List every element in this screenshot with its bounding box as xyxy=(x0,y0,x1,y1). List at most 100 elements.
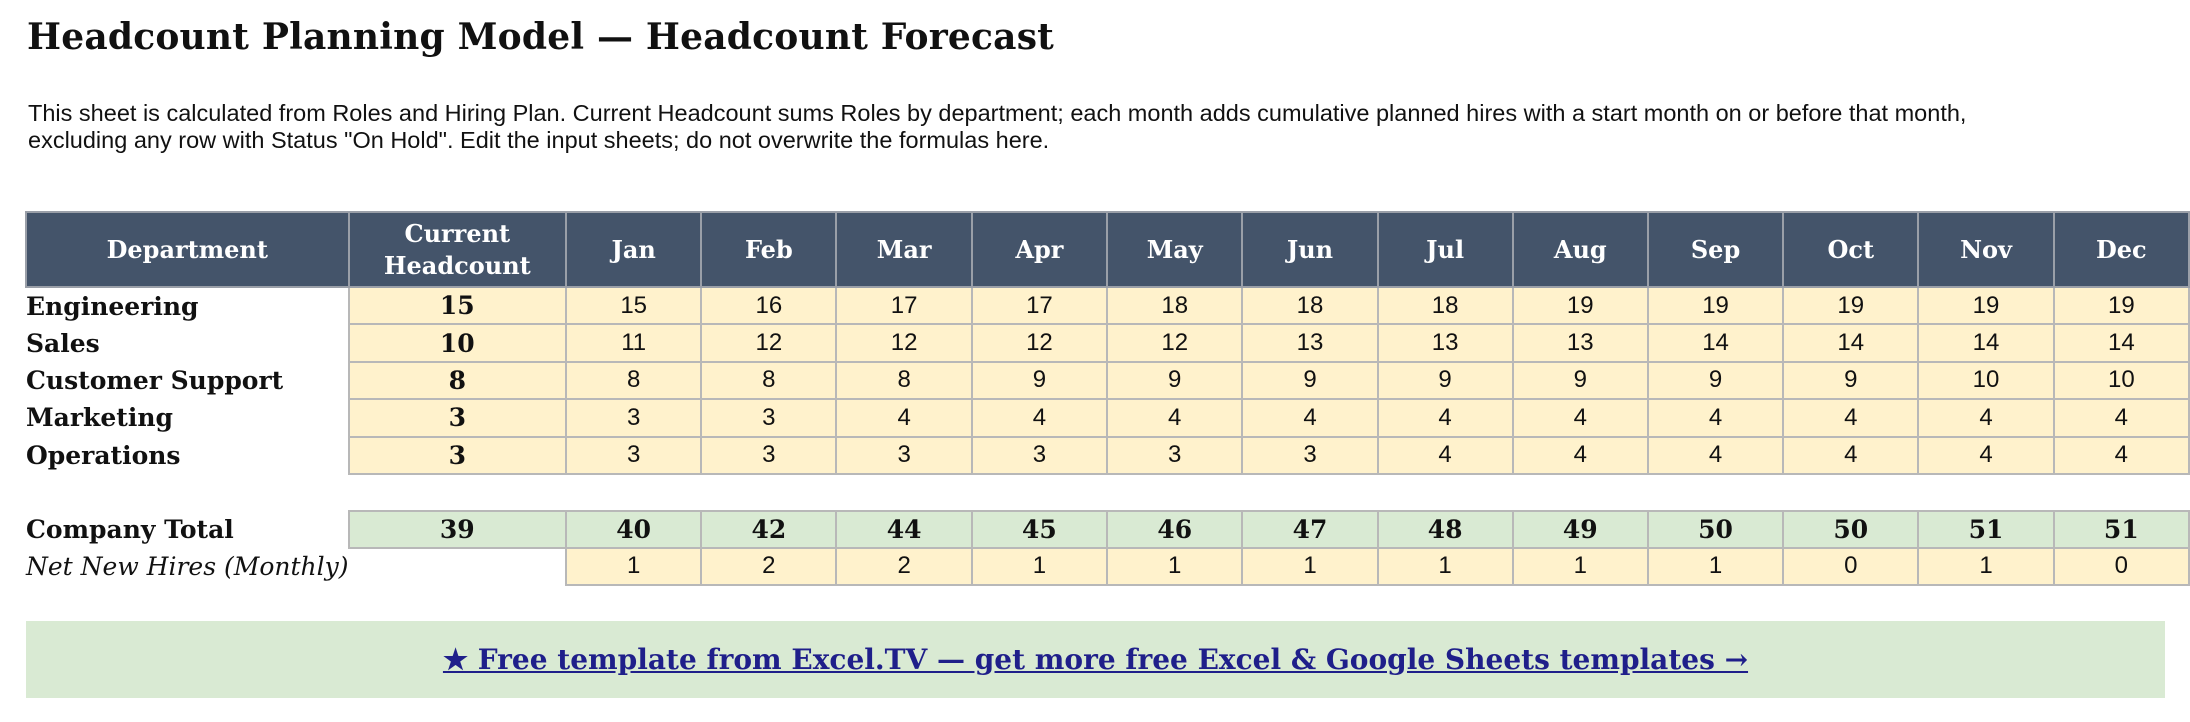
month-headcount-cell[interactable]: 13 xyxy=(1376,323,1514,363)
month-headcount-cell[interactable]: 16 xyxy=(700,285,838,326)
month-headcount-cell[interactable]: 4 xyxy=(2052,435,2190,475)
month-headcount-cell[interactable]: 18 xyxy=(1106,285,1244,326)
total-month-cell[interactable]: 47 xyxy=(1241,509,1379,549)
month-headcount-cell[interactable]: 18 xyxy=(1241,285,1379,326)
header-month[interactable]: May xyxy=(1106,211,1244,288)
total-month-cell[interactable]: 51 xyxy=(2052,509,2190,549)
month-headcount-cell[interactable]: 19 xyxy=(1511,285,1649,326)
total-month-cell[interactable]: 50 xyxy=(1646,509,1785,549)
month-headcount-cell[interactable]: 17 xyxy=(970,285,1109,326)
header-month[interactable]: Sep xyxy=(1646,211,1785,288)
header-month[interactable]: Dec xyxy=(2052,211,2190,288)
empty-cell[interactable] xyxy=(701,474,836,511)
month-headcount-cell[interactable]: 18 xyxy=(1376,285,1514,326)
net-new-month-cell[interactable]: 1 xyxy=(565,546,703,586)
total-month-cell[interactable]: 51 xyxy=(1917,509,2055,549)
month-headcount-cell[interactable]: 12 xyxy=(970,323,1109,363)
net-new-month-cell[interactable]: 1 xyxy=(1646,546,1785,586)
month-headcount-cell[interactable]: 4 xyxy=(2052,398,2190,438)
month-headcount-cell[interactable]: 9 xyxy=(1646,360,1785,401)
current-headcount-cell[interactable]: 3 xyxy=(347,435,568,475)
empty-cell[interactable] xyxy=(1242,474,1377,511)
month-headcount-cell[interactable]: 3 xyxy=(700,398,838,438)
net-new-month-cell[interactable]: 2 xyxy=(700,546,838,586)
month-headcount-cell[interactable]: 8 xyxy=(700,360,838,401)
month-headcount-cell[interactable]: 19 xyxy=(1782,285,1920,326)
empty-cell[interactable] xyxy=(836,474,971,511)
month-headcount-cell[interactable]: 13 xyxy=(1511,323,1649,363)
month-headcount-cell[interactable]: 9 xyxy=(1106,360,1244,401)
month-headcount-cell[interactable]: 3 xyxy=(970,435,1109,475)
month-headcount-cell[interactable]: 4 xyxy=(1376,398,1514,438)
header-department[interactable]: Department xyxy=(25,211,350,288)
net-new-month-cell[interactable]: 0 xyxy=(2052,546,2190,586)
month-headcount-cell[interactable]: 8 xyxy=(835,360,973,401)
current-headcount-cell[interactable]: 8 xyxy=(347,360,568,401)
month-headcount-cell[interactable]: 4 xyxy=(1106,398,1244,438)
net-new-month-cell[interactable]: 2 xyxy=(835,546,973,586)
net-new-month-cell[interactable]: 1 xyxy=(1241,546,1379,586)
total-month-cell[interactable]: 40 xyxy=(565,509,703,549)
month-headcount-cell[interactable]: 14 xyxy=(1646,323,1785,363)
month-headcount-cell[interactable]: 4 xyxy=(1917,398,2055,438)
department-name-cell[interactable]: Engineering xyxy=(26,291,199,321)
empty-cell[interactable] xyxy=(1783,474,1918,511)
current-headcount-cell[interactable]: 10 xyxy=(347,323,568,363)
total-month-cell[interactable]: 45 xyxy=(970,509,1109,549)
header-month[interactable]: Nov xyxy=(1917,211,2055,288)
header-month[interactable]: Aug xyxy=(1511,211,1649,288)
month-headcount-cell[interactable]: 9 xyxy=(970,360,1109,401)
month-headcount-cell[interactable]: 9 xyxy=(1782,360,1920,401)
month-headcount-cell[interactable]: 10 xyxy=(1917,360,2055,401)
month-headcount-cell[interactable]: 4 xyxy=(1241,398,1379,438)
net-new-hires-label[interactable]: Net New Hires (Monthly) xyxy=(26,551,349,581)
month-headcount-cell[interactable]: 4 xyxy=(1782,435,1920,475)
empty-cell[interactable] xyxy=(349,548,567,585)
header-month[interactable]: Mar xyxy=(835,211,973,288)
header-month[interactable]: Oct xyxy=(1782,211,1920,288)
empty-cell[interactable] xyxy=(26,474,349,511)
month-headcount-cell[interactable]: 19 xyxy=(2052,285,2190,326)
excel-tv-template-link[interactable]: ★ Free template from Excel.TV — get more… xyxy=(442,643,1749,676)
month-headcount-cell[interactable]: 8 xyxy=(565,360,703,401)
month-headcount-cell[interactable]: 19 xyxy=(1917,285,2055,326)
month-headcount-cell[interactable]: 4 xyxy=(1917,435,2055,475)
empty-cell[interactable] xyxy=(1378,474,1513,511)
month-headcount-cell[interactable]: 9 xyxy=(1241,360,1379,401)
month-headcount-cell[interactable]: 4 xyxy=(1782,398,1920,438)
month-headcount-cell[interactable]: 11 xyxy=(565,323,703,363)
month-headcount-cell[interactable]: 14 xyxy=(1917,323,2055,363)
month-headcount-cell[interactable]: 12 xyxy=(1106,323,1244,363)
month-headcount-cell[interactable]: 9 xyxy=(1511,360,1649,401)
empty-cell[interactable] xyxy=(972,474,1107,511)
current-headcount-cell[interactable]: 15 xyxy=(347,285,568,326)
header-current-headcount[interactable]: Current Headcount xyxy=(347,211,568,288)
total-month-cell[interactable]: 50 xyxy=(1782,509,1920,549)
empty-cell[interactable] xyxy=(1918,474,2053,511)
empty-cell[interactable] xyxy=(1513,474,1648,511)
net-new-month-cell[interactable]: 1 xyxy=(1376,546,1514,586)
header-month[interactable]: Jan xyxy=(565,211,703,288)
month-headcount-cell[interactable]: 4 xyxy=(1511,435,1649,475)
net-new-month-cell[interactable]: 1 xyxy=(1106,546,1244,586)
month-headcount-cell[interactable]: 17 xyxy=(835,285,973,326)
net-new-month-cell[interactable]: 1 xyxy=(1511,546,1649,586)
header-month[interactable]: Jun xyxy=(1241,211,1379,288)
month-headcount-cell[interactable]: 10 xyxy=(2052,360,2190,401)
month-headcount-cell[interactable]: 4 xyxy=(970,398,1109,438)
month-headcount-cell[interactable]: 3 xyxy=(835,435,973,475)
total-month-cell[interactable]: 49 xyxy=(1511,509,1649,549)
month-headcount-cell[interactable]: 19 xyxy=(1646,285,1785,326)
total-month-cell[interactable]: 46 xyxy=(1106,509,1244,549)
total-month-cell[interactable]: 42 xyxy=(700,509,838,549)
month-headcount-cell[interactable]: 9 xyxy=(1376,360,1514,401)
total-month-cell[interactable]: 48 xyxy=(1376,509,1514,549)
empty-cell[interactable] xyxy=(1648,474,1783,511)
month-headcount-cell[interactable]: 12 xyxy=(700,323,838,363)
month-headcount-cell[interactable]: 12 xyxy=(835,323,973,363)
empty-cell[interactable] xyxy=(2054,474,2189,511)
header-month[interactable]: Apr xyxy=(970,211,1109,288)
month-headcount-cell[interactable]: 13 xyxy=(1241,323,1379,363)
month-headcount-cell[interactable]: 3 xyxy=(565,398,703,438)
month-headcount-cell[interactable]: 14 xyxy=(2052,323,2190,363)
